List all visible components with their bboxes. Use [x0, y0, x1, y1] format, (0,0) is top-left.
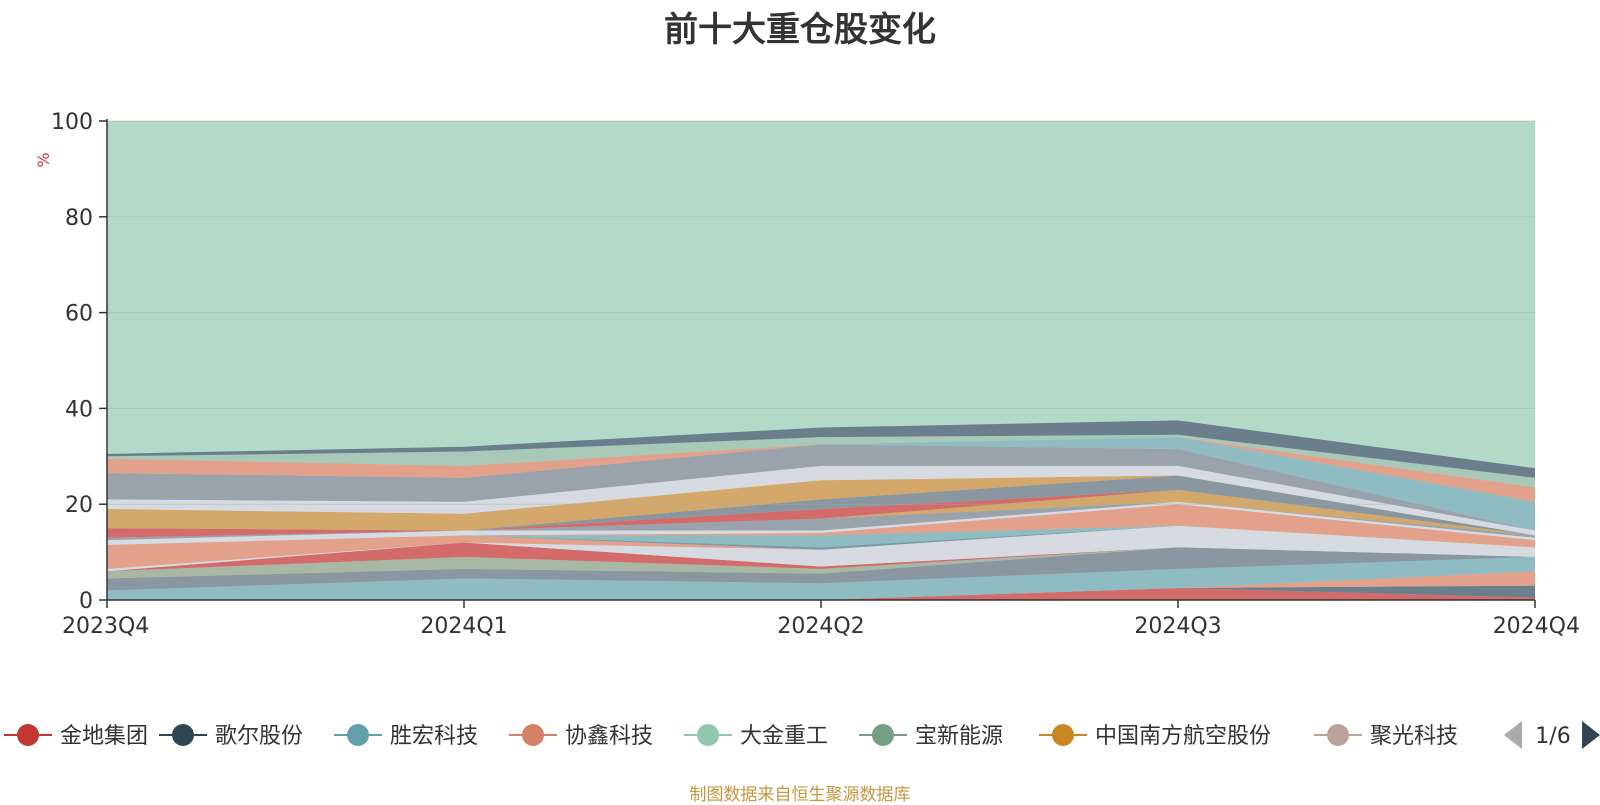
legend: 金地集团 歌尔股份 胜宏科技 协鑫科技 大金重工 宝新能源 中国南方航空股份 聚光科技 1/6	[4, 712, 1600, 758]
area-layer-7	[107, 525, 1535, 572]
legend-page-indicator: 1/6	[1535, 724, 1570, 749]
legend-marker-3	[522, 724, 544, 746]
legend-prev-arrow-icon[interactable]	[1504, 721, 1522, 749]
x-tick-label-0: 2023Q4	[62, 614, 149, 639]
legend-item-2[interactable]: 胜宏科技	[334, 724, 478, 749]
y-tick-label-20: 20	[65, 493, 93, 518]
area-layer-23	[107, 420, 1535, 478]
area-layer-10	[107, 525, 1535, 557]
area-layer-5	[107, 547, 1535, 579]
area-layer-0	[107, 588, 1535, 600]
legend-label-1: 歌尔股份	[215, 724, 303, 749]
area-layer-21	[107, 437, 1535, 502]
area-layer-12	[107, 501, 1535, 545]
legend-marker-6	[1052, 724, 1074, 746]
area-layer-14	[107, 489, 1535, 538]
x-tick-label-2: 2024Q2	[777, 614, 864, 639]
legend-marker-5	[872, 724, 894, 746]
area-layer-16	[107, 475, 1535, 536]
gridlines-overlay	[107, 120, 1535, 505]
area-layer-22	[107, 434, 1535, 488]
legend-marker-2	[347, 724, 369, 746]
legend-label-4: 大金重工	[740, 724, 828, 749]
legend-item-6[interactable]: 中国南方航空股份	[1039, 724, 1271, 749]
legend-item-4[interactable]: 大金重工	[684, 724, 828, 749]
legend-item-0[interactable]: 金地集团	[4, 724, 148, 749]
area-layer-4	[107, 547, 1535, 591]
area-layer-19	[107, 444, 1535, 531]
area-layer-18	[107, 465, 1535, 536]
legend-label-3: 协鑫科技	[565, 724, 653, 749]
source-note: 制图数据来自恒生聚源数据库	[689, 785, 911, 805]
legend-marker-7	[1327, 724, 1349, 746]
legend-marker-0	[17, 724, 39, 746]
legend-label-6: 中国南方航空股份	[1095, 724, 1271, 749]
area-layer-2	[107, 571, 1535, 600]
y-tick-label-80: 80	[65, 206, 93, 231]
area-layer-17	[107, 475, 1535, 536]
legend-item-3[interactable]: 协鑫科技	[509, 724, 653, 749]
y-tick-labels: 0 20 40 60 80 100	[51, 110, 107, 614]
chart-title: 前十大重仓股变化	[664, 10, 936, 50]
legend-item-7[interactable]: 聚光科技	[1314, 724, 1458, 749]
x-tick-label-3: 2024Q3	[1134, 614, 1221, 639]
legend-label-7: 聚光科技	[1370, 724, 1458, 749]
y-tick-label-0: 0	[79, 589, 93, 614]
y-axis-label: %	[34, 152, 53, 167]
legend-item-5[interactable]: 宝新能源	[859, 724, 1003, 749]
x-tick-label-1: 2024Q1	[420, 614, 507, 639]
x-tick-label-4: 2024Q4	[1493, 614, 1580, 639]
area-layers	[107, 121, 1535, 600]
legend-marker-1	[172, 724, 194, 746]
y-tick-label-100: 100	[51, 110, 93, 135]
legend-item-1[interactable]: 歌尔股份	[159, 724, 303, 749]
y-tick-label-40: 40	[65, 397, 93, 422]
legend-label-0: 金地集团	[60, 724, 148, 749]
legend-marker-4	[697, 724, 719, 746]
legend-label-2: 胜宏科技	[390, 724, 478, 749]
y-tick-label-60: 60	[65, 302, 93, 327]
area-layer-11	[107, 504, 1535, 557]
area-layer-15	[107, 489, 1535, 538]
area-layer-8	[107, 525, 1535, 569]
legend-next-arrow-icon[interactable]	[1582, 721, 1600, 749]
area-layer-3	[107, 556, 1535, 600]
x-tick-labels: 2023Q4 2024Q1 2024Q2 2024Q3 2024Q4	[62, 600, 1580, 639]
legend-label-5: 宝新能源	[915, 724, 1003, 749]
area-layer-6	[107, 542, 1535, 572]
area-layer-1	[107, 585, 1535, 600]
